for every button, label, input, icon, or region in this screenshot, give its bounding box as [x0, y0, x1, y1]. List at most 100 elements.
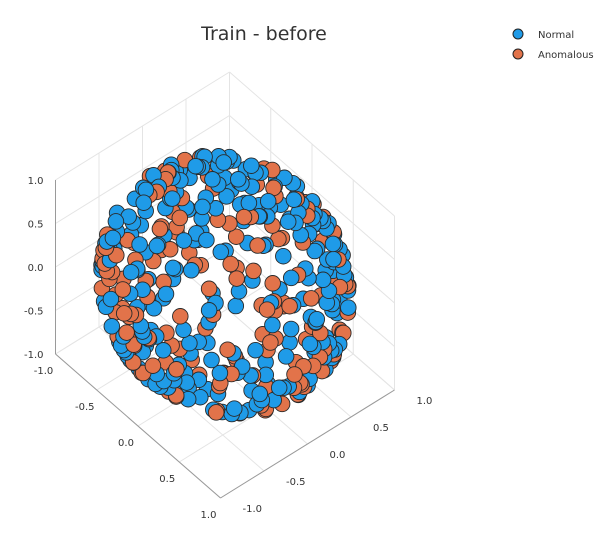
point-normal: [227, 297, 245, 315]
y-tick-label: 1.0: [417, 396, 433, 407]
point-normal: [275, 247, 292, 265]
chart-title: Train - before: [200, 23, 327, 45]
point-normal: [200, 302, 218, 319]
point-anomalous: [168, 361, 185, 378]
point-normal: [175, 321, 192, 339]
point-normal: [104, 229, 122, 247]
point-normal: [282, 269, 300, 287]
point-anomalous: [114, 281, 132, 298]
point-normal: [175, 232, 193, 249]
point-anomalous: [245, 262, 262, 280]
x-tick-label: 0.0: [118, 438, 134, 449]
z-tick-label: 0.0: [28, 263, 44, 274]
point-anomalous: [264, 275, 281, 292]
point-anomalous: [144, 357, 162, 374]
point-normal: [251, 385, 269, 403]
point-normal: [285, 191, 303, 208]
grid-line-side-z: [229, 115, 395, 260]
point-normal: [324, 235, 342, 253]
data-points: [93, 148, 357, 423]
point-normal: [102, 290, 120, 308]
point-normal: [314, 271, 332, 289]
grid-line-side-z: [229, 71, 395, 217]
legend-marker-normal: [512, 28, 524, 40]
point-normal: [194, 198, 211, 216]
point-anomalous: [151, 220, 169, 238]
point-anomalous: [235, 208, 253, 226]
point-normal: [229, 171, 247, 188]
point-anomalous: [302, 290, 320, 307]
x-tick-label: 0.5: [159, 474, 175, 485]
point-normal: [270, 379, 288, 397]
legend[interactable]: Normal Anomalous: [512, 28, 594, 61]
point-normal: [131, 236, 148, 253]
point-normal: [340, 299, 357, 316]
point-anomalous: [222, 255, 239, 273]
z-tick-label: -0.5: [24, 307, 44, 318]
legend-item-normal[interactable]: Normal: [512, 28, 574, 41]
point-normal: [203, 351, 220, 369]
x-tick-label: -0.5: [75, 402, 95, 413]
point-normal: [211, 364, 229, 382]
point-normal: [187, 157, 204, 175]
z-tick-label: 1.0: [28, 176, 44, 187]
point-normal: [218, 188, 235, 205]
axis-line-y: [220, 389, 395, 499]
point-anomalous: [286, 366, 303, 383]
point-normal: [226, 400, 243, 417]
point-anomalous: [249, 237, 266, 254]
legend-marker-anomalous: [512, 48, 524, 60]
point-normal: [155, 342, 172, 359]
point-normal: [122, 263, 140, 281]
point-normal: [301, 335, 319, 353]
point-anomalous: [262, 334, 279, 351]
grid-line-back-z: [55, 71, 230, 181]
point-anomalous: [219, 341, 236, 358]
point-normal: [157, 285, 175, 303]
z-tick-label: -1.0: [24, 350, 44, 361]
point-anomalous: [227, 228, 245, 245]
legend-label-normal: Normal: [538, 30, 574, 41]
point-normal: [279, 213, 297, 230]
point-normal: [135, 194, 152, 211]
point-anomalous: [172, 308, 189, 325]
point-normal: [325, 250, 342, 268]
point-normal: [259, 192, 277, 210]
axis-line-x: [55, 353, 221, 499]
grid-line-back-z: [55, 115, 230, 224]
point-normal: [277, 348, 295, 365]
point-normal: [215, 154, 232, 171]
y-tick-label: 0.5: [373, 423, 389, 434]
point-anomalous: [118, 324, 135, 341]
point-normal: [107, 213, 125, 230]
x-tick-label: 1.0: [201, 510, 217, 521]
point-normal: [212, 243, 230, 261]
point-normal: [306, 242, 323, 260]
legend-item-anomalous[interactable]: Anomalous: [512, 48, 594, 61]
point-anomalous: [258, 301, 276, 318]
axis-tick-labels: -1.0 -0.5 0.0 0.5 1.0 -1.0 -0.5 0.0 0.5 1.0 -1.0 -0…: [24, 176, 432, 521]
z-tick-label: 0.5: [28, 220, 44, 231]
point-anomalous: [281, 297, 298, 315]
point-anomalous: [207, 404, 225, 421]
point-normal: [198, 231, 215, 249]
point-normal: [308, 310, 326, 328]
point-anomalous: [171, 209, 189, 227]
y-tick-label: 0.0: [330, 450, 346, 461]
y-tick-label: -1.0: [243, 504, 263, 515]
point-normal: [164, 190, 181, 207]
legend-label-anomalous: Anomalous: [538, 50, 594, 61]
point-anomalous: [200, 280, 218, 298]
point-normal: [164, 259, 182, 277]
point-normal: [103, 318, 121, 335]
point-normal: [148, 237, 166, 255]
point-normal: [264, 316, 281, 334]
point-normal: [183, 262, 200, 279]
point-normal: [247, 341, 264, 359]
point-normal: [204, 171, 221, 188]
point-anomalous: [228, 270, 245, 287]
y-tick-label: -0.5: [286, 477, 306, 488]
point-normal: [243, 157, 260, 174]
